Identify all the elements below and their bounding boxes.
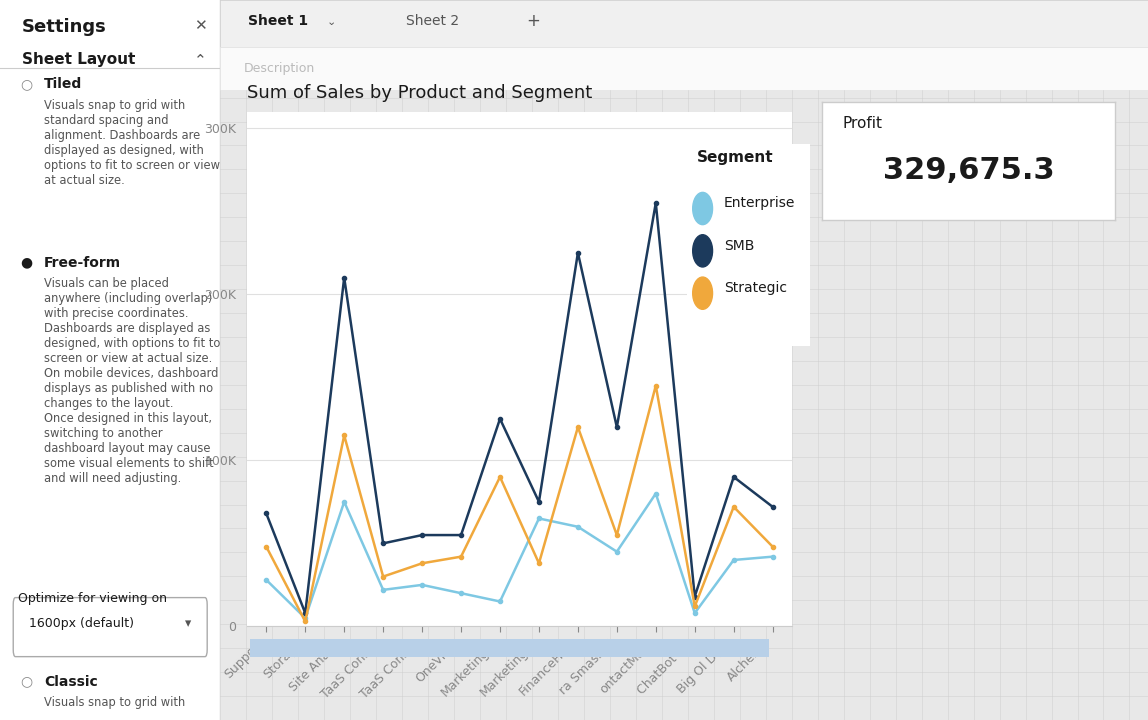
Text: +: + xyxy=(527,12,541,30)
Text: Classic: Classic xyxy=(44,675,98,688)
Text: Tiled: Tiled xyxy=(44,77,83,91)
Text: 1600px (default): 1600px (default) xyxy=(29,617,133,630)
Text: 329,675.3: 329,675.3 xyxy=(883,156,1054,185)
Text: Strategic: Strategic xyxy=(723,281,786,295)
Text: Sum of Sales by Product and Segment: Sum of Sales by Product and Segment xyxy=(247,84,592,102)
Text: ▾: ▾ xyxy=(185,617,192,630)
Text: ✕: ✕ xyxy=(194,18,207,33)
Text: Visuals snap to grid with
standard spacing and
alignment. Dashboards are
display: Visuals snap to grid with standard spaci… xyxy=(44,99,220,186)
Text: Visuals can be placed
anywhere (including overlap)
with precise coordinates.
Das: Visuals can be placed anywhere (includin… xyxy=(44,277,220,485)
Text: ⌃: ⌃ xyxy=(194,52,207,67)
Text: Visuals snap to grid with: Visuals snap to grid with xyxy=(44,696,185,709)
Text: Segment: Segment xyxy=(697,150,773,165)
Text: ●: ● xyxy=(20,256,32,269)
Text: Optimize for viewing on: Optimize for viewing on xyxy=(17,592,166,605)
Text: SMB: SMB xyxy=(723,239,754,253)
Text: ○: ○ xyxy=(20,675,32,688)
Text: ⌄: ⌄ xyxy=(327,17,336,27)
Text: Settings: Settings xyxy=(22,18,107,36)
Circle shape xyxy=(692,235,713,267)
Text: Profit: Profit xyxy=(843,117,883,131)
Text: Enterprise: Enterprise xyxy=(723,197,796,210)
Text: Sheet 2: Sheet 2 xyxy=(406,14,459,28)
Circle shape xyxy=(692,277,713,310)
FancyBboxPatch shape xyxy=(14,598,207,657)
Text: ○: ○ xyxy=(20,77,32,91)
Text: Sheet Layout: Sheet Layout xyxy=(22,52,135,67)
Circle shape xyxy=(692,192,713,225)
Text: Sheet 1: Sheet 1 xyxy=(248,14,309,28)
Text: Description: Description xyxy=(243,62,315,75)
Text: Free-form: Free-form xyxy=(44,256,122,269)
